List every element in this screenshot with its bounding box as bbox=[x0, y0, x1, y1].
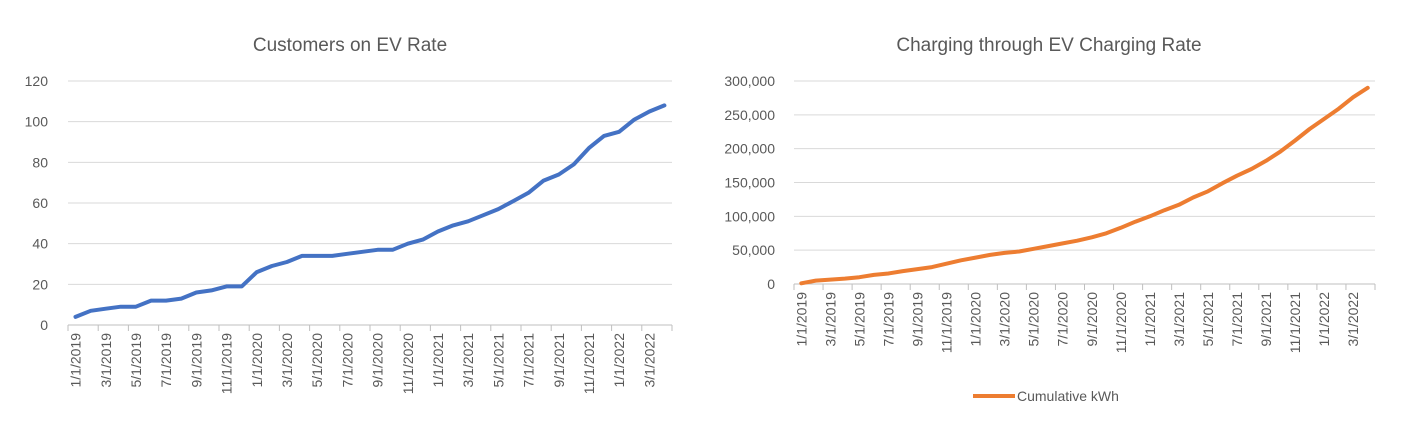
charging-x-tick-label: 11/1/2019 bbox=[939, 292, 955, 353]
charging-y-tick-label: 50,000 bbox=[732, 242, 775, 258]
charging-series-line bbox=[799, 85, 1370, 286]
charging-x-tick-label: 3/1/2022 bbox=[1345, 292, 1361, 347]
customers-x-tick-label: 5/1/2020 bbox=[309, 333, 325, 388]
charging-x-tick-label: 5/1/2019 bbox=[851, 292, 867, 347]
customers-y-tick-label: 80 bbox=[32, 154, 48, 170]
charging-y-tick-label: 0 bbox=[767, 276, 775, 292]
customers-y-tick-label: 100 bbox=[25, 114, 49, 130]
charging-y-tick-label: 200,000 bbox=[724, 141, 775, 157]
customers-x-tick-label: 3/1/2021 bbox=[460, 333, 476, 388]
customers-x-tick-label: 9/1/2021 bbox=[551, 333, 567, 388]
charging-x-tick-label: 3/1/2020 bbox=[997, 292, 1013, 347]
charging-y-tick-label: 150,000 bbox=[724, 175, 775, 191]
customers-x-tick-label: 1/1/2020 bbox=[249, 333, 265, 388]
charging-x-tick-label: 11/1/2020 bbox=[1113, 292, 1129, 353]
customers-y-tick-label: 40 bbox=[32, 236, 48, 252]
customers-x-tick-label: 9/1/2020 bbox=[370, 333, 386, 388]
customers-series-line bbox=[73, 103, 667, 319]
customers-x-tick-label: 1/1/2022 bbox=[611, 333, 627, 388]
customers-x-tick-label: 11/1/2021 bbox=[581, 333, 597, 394]
charging-x-tick-label: 7/1/2019 bbox=[880, 292, 896, 347]
charging-x-tick-label: 9/1/2020 bbox=[1084, 292, 1100, 347]
charging-x-tick-label: 1/1/2021 bbox=[1142, 292, 1158, 347]
charging-x-tick-label: 5/1/2021 bbox=[1200, 292, 1216, 347]
charging-y-tick-label: 300,000 bbox=[724, 73, 775, 89]
customers-x-tick-label: 5/1/2021 bbox=[490, 333, 506, 388]
charging-title: Charging through EV Charging Rate bbox=[896, 35, 1201, 56]
customers-x-tick-label: 3/1/2022 bbox=[641, 333, 657, 388]
customers-y-tick-label: 0 bbox=[40, 317, 48, 333]
charging-x-tick-label: 11/1/2021 bbox=[1287, 292, 1303, 353]
charging-y-tick-label: 250,000 bbox=[724, 107, 775, 123]
customers-x-tick-label: 9/1/2019 bbox=[188, 333, 204, 388]
charging-x-tick-label: 5/1/2020 bbox=[1026, 292, 1042, 347]
customers-x-tick-label: 3/1/2020 bbox=[279, 333, 295, 388]
customers-x-tick-label: 5/1/2019 bbox=[128, 333, 144, 388]
charging-x-tick-label: 7/1/2020 bbox=[1055, 292, 1071, 347]
charging-chart-svg: Charging through EV Charging Rate 0 50,000… bbox=[724, 35, 1376, 404]
customers-y-tick-label: 60 bbox=[32, 195, 48, 211]
customers-x-tick-label: 7/1/2020 bbox=[339, 333, 355, 388]
charging-y-tick-label: 100,000 bbox=[724, 208, 775, 224]
customers-y-tick-label: 20 bbox=[32, 276, 48, 292]
customers-x-tick-label: 7/1/2019 bbox=[158, 333, 174, 388]
customers-x-tick-label: 7/1/2021 bbox=[521, 333, 537, 388]
charging-x-tick-label: 3/1/2021 bbox=[1171, 292, 1187, 347]
customers-y-tick-label: 120 bbox=[25, 73, 49, 89]
charging-x-tick-label: 3/1/2019 bbox=[822, 292, 838, 347]
customers-x-tick-label: 1/1/2019 bbox=[68, 333, 84, 388]
customers-x-tick-label: 3/1/2019 bbox=[98, 333, 114, 388]
charging-chart: Charging through EV Charging Rate 0 50,000… bbox=[703, 0, 1406, 436]
charging-x-tick-label: 1/1/2022 bbox=[1316, 292, 1332, 347]
customers-x-tick-label: 11/1/2020 bbox=[400, 333, 416, 394]
charging-x-tick-label: 9/1/2021 bbox=[1258, 292, 1274, 347]
charging-x-tick-label: 1/1/2019 bbox=[793, 292, 809, 347]
customers-x-tick-label: 11/1/2019 bbox=[219, 333, 235, 394]
charging-legend-label: Cumulative kWh bbox=[1017, 388, 1119, 404]
customers-chart: Customers on EV Rate 0 20 40 60 80 100 120 1/1/2… bbox=[0, 0, 703, 436]
charging-x-tick-label: 7/1/2021 bbox=[1229, 292, 1245, 347]
charging-x-tick-label: 9/1/2019 bbox=[909, 292, 925, 347]
customers-x-tick-label: 1/1/2021 bbox=[430, 333, 446, 388]
customers-title: Customers on EV Rate bbox=[253, 35, 447, 56]
customers-chart-svg: Customers on EV Rate 0 20 40 60 80 100 120 1/1/2… bbox=[25, 35, 673, 394]
charging-x-tick-label: 1/1/2020 bbox=[968, 292, 984, 347]
